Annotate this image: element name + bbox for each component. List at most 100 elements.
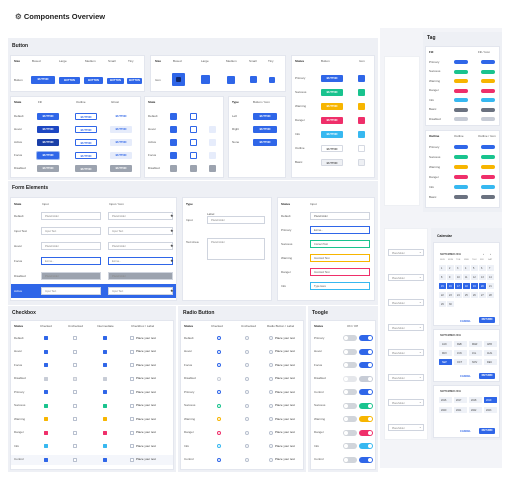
form-input-3[interactable]: Eorna... [41, 257, 101, 265]
calendar-day-8[interactable] [439, 274, 446, 280]
toggle-off-1[interactable] [343, 348, 357, 355]
ghost-button-disabled[interactable]: BUTTON [110, 165, 132, 172]
icon-button-medium[interactable] [227, 76, 235, 84]
checkbox-unchecked-warning[interactable] [73, 417, 77, 421]
radio-checked-focus[interactable] [217, 363, 221, 367]
fill-button-disabled[interactable]: BUTTON [37, 165, 59, 172]
tag-outline-basic[interactable] [454, 195, 468, 199]
calendar-day-1[interactable] [439, 265, 446, 271]
type-textarea[interactable]: Placeholder [207, 238, 265, 260]
calendar-year-2020[interactable] [439, 407, 452, 413]
status-button-success[interactable]: BUTTON [321, 89, 343, 96]
icon-button-large[interactable] [201, 75, 210, 84]
tag-fill-icon-danger[interactable] [481, 88, 495, 93]
toggle-on-1[interactable] [359, 348, 373, 355]
toggle-off-6[interactable] [343, 416, 357, 422]
checkbox-intermediate-default[interactable] [103, 336, 107, 340]
calendar-day-21[interactable] [487, 283, 494, 289]
toggle-off-2[interactable] [343, 362, 357, 368]
checkbox-unchecked-focus[interactable] [73, 363, 77, 367]
status-button-info[interactable]: BUTTON [321, 131, 343, 138]
calendar-day-7[interactable] [487, 265, 494, 271]
ghost-button-default[interactable]: BUTTON [115, 115, 127, 118]
tag-outline-icon-primary[interactable] [481, 145, 495, 149]
calendar-month-apr[interactable] [484, 341, 497, 347]
calendar-year-2019[interactable] [484, 397, 497, 403]
checkbox-checked-disabled[interactable] [44, 376, 48, 381]
toggle-on-4[interactable] [359, 389, 373, 395]
toggle-on-2[interactable] [359, 362, 373, 368]
tag-outline-warning[interactable] [454, 165, 468, 169]
status-icon-button-success[interactable] [358, 89, 365, 96]
calendar-year-2018[interactable] [469, 397, 482, 403]
radio-label-dot-default[interactable] [269, 336, 273, 340]
icon-outline-disabled[interactable] [190, 165, 197, 172]
fill-button-active[interactable]: BUTTON [37, 139, 59, 146]
outline-button-focus[interactable]: BUTTON [75, 152, 97, 159]
checkbox-unchecked-disabled[interactable] [73, 376, 77, 381]
icon-fill-hover[interactable] [170, 126, 177, 133]
checkbox-checked-focus[interactable] [44, 363, 48, 367]
status-button-warning[interactable]: BUTTON [321, 103, 343, 110]
calendar-year-2022[interactable] [469, 407, 482, 413]
icon-button-small[interactable] [250, 76, 257, 83]
checkbox-intermediate-disabled[interactable] [103, 376, 107, 381]
fill-button-focus[interactable]: BUTTON [37, 152, 59, 159]
checkbox-label-box-info[interactable] [130, 444, 134, 448]
toggle-on-6[interactable] [359, 416, 373, 422]
calendar-day-3[interactable] [455, 265, 462, 271]
type-button-none[interactable]: BUTTON [253, 139, 277, 146]
tag-fill-primary[interactable] [454, 60, 468, 64]
radio-label-dot-success[interactable] [269, 403, 273, 408]
calendar-year-2021[interactable] [454, 407, 467, 413]
form-status-input-success[interactable]: Correct Text [310, 240, 370, 248]
checkbox-checked-danger[interactable] [44, 430, 48, 435]
status-button-basic[interactable]: BUTTON [321, 159, 343, 166]
outline-button-hover[interactable]: BUTTON [75, 126, 97, 133]
checkbox-label-box-default[interactable] [130, 336, 134, 340]
toggle-off-7[interactable] [343, 429, 357, 436]
toggle-on-0[interactable] [359, 335, 373, 341]
checkbox-intermediate-focus[interactable] [103, 363, 107, 367]
calendar-day-20[interactable] [479, 283, 486, 289]
calendar-day-10[interactable] [455, 274, 462, 280]
icon-fill-focus[interactable] [170, 152, 177, 159]
radio-label-dot-warning[interactable] [269, 417, 273, 421]
calendar-day-6[interactable] [479, 265, 486, 271]
calendar-day-18[interactable] [463, 283, 470, 289]
toggle-on-3[interactable] [359, 375, 373, 382]
radio-unchecked-success[interactable] [245, 403, 249, 408]
calendar-day-28[interactable] [487, 292, 494, 298]
radio-label-dot-hover[interactable] [269, 349, 273, 354]
checkbox-checked-control[interactable] [44, 457, 48, 462]
tag-outline-icon-success[interactable] [481, 155, 495, 159]
calendar-month-sep[interactable] [439, 359, 452, 365]
calendar-day-30[interactable] [447, 301, 454, 307]
toggle-on-9[interactable] [359, 456, 373, 463]
form-status-input-primary[interactable]: Eorna... [310, 226, 370, 234]
select-3[interactable]: Placeholder [388, 324, 424, 331]
checkbox-label-box-hover[interactable] [130, 349, 134, 354]
calendar-day-29[interactable] [439, 301, 446, 307]
form-input-0[interactable]: Placeholder [41, 212, 101, 220]
form-input-4[interactable]: Placeholder [41, 272, 101, 280]
checkbox-checked-primary[interactable] [44, 390, 48, 394]
form-status-input-default[interactable]: Placeholder [310, 212, 370, 220]
tag-fill-danger[interactable] [454, 88, 468, 93]
checkbox-unchecked-danger[interactable] [73, 430, 77, 435]
calendar-month-jun[interactable] [454, 350, 467, 356]
select-1[interactable]: Placeholder [388, 274, 424, 281]
select-6[interactable]: Placeholder [388, 399, 424, 406]
icon-outline-default[interactable] [190, 113, 197, 120]
checkbox-unchecked-primary[interactable] [73, 390, 77, 394]
tag-fill-icon-disabled[interactable] [481, 117, 495, 121]
calendar-day-27[interactable] [479, 292, 486, 298]
calendar-return-button-2[interactable]: RETURN [479, 373, 495, 379]
form-input-icon-2[interactable]: Placeholder [108, 242, 173, 250]
button-medium[interactable]: BUTTON [84, 77, 103, 84]
select-7[interactable]: Placeholder [388, 424, 424, 431]
form-input-icon-1[interactable]: Input Text [108, 227, 173, 235]
radio-unchecked-info[interactable] [245, 444, 249, 448]
checkbox-intermediate-info[interactable] [103, 444, 107, 448]
icon-fill-active[interactable] [170, 139, 177, 146]
